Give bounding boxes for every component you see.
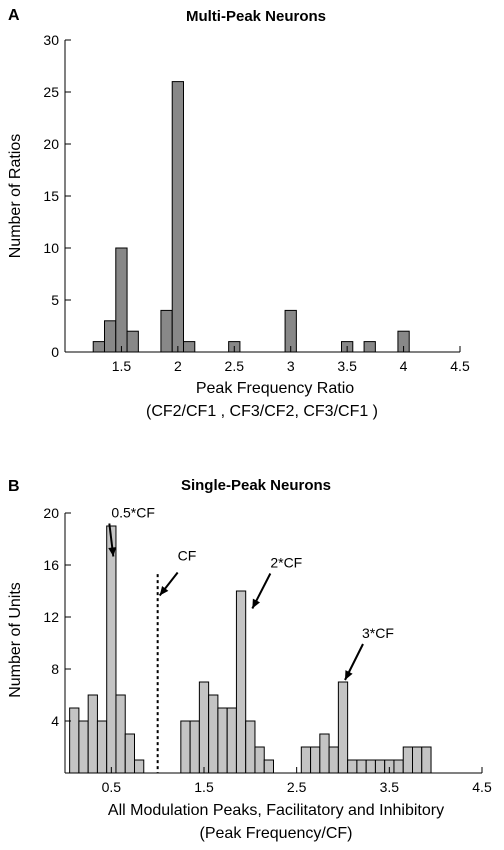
panel-b-bar [310, 746, 321, 774]
panel-b-xtick-label: 4.5 [472, 779, 492, 795]
panel-a-ytick-label: 10 [43, 240, 59, 256]
panel-a-plot: 0 5 10 15 20 25 30 1.5 2 2.5 3 3.5 4 4.5 [43, 32, 470, 374]
panel-b-bar [300, 746, 312, 774]
panel-b-bar [328, 746, 339, 774]
panel-b-annotation-label: 2*CF [270, 555, 302, 571]
panel-b-ytick-label: 4 [51, 713, 59, 729]
panel-a-xtick-label: 3.5 [337, 358, 357, 374]
panel-a-bar [284, 309, 297, 353]
panel-b-letter: B [8, 478, 20, 495]
panel-a-ytick-label: 15 [43, 188, 59, 204]
panel-a-xtick-label: 2 [174, 358, 182, 374]
panel-b-bar [134, 759, 145, 774]
panel-b-bar [356, 759, 367, 774]
panel-a-ytick-label: 20 [43, 136, 59, 152]
panel-b-title: Single-Peak Neurons [181, 477, 331, 494]
panel-b-ylabel: Number of Units [7, 582, 24, 698]
panel-b-annotation-label: 3*CF [362, 625, 394, 641]
panel-b-bar [254, 746, 265, 774]
panel-a-ylabel: Number of Ratios [7, 134, 24, 259]
panel-b-bar [374, 759, 386, 774]
panel-a-letter: A [8, 7, 20, 24]
panel-a-bar [171, 81, 184, 353]
panel-a-bar [104, 320, 117, 353]
panel-b-bar [402, 746, 414, 774]
panel-a-xtick-label: 3 [287, 358, 295, 374]
panel-a-xlabel2: (CF2/CF1 , CF3/CF2, CF3/CF1 ) [146, 403, 378, 420]
panel-a-xlabel: Peak Frequency Ratio [196, 380, 354, 397]
panel-b-bar [87, 694, 98, 774]
panel-b-bar [106, 525, 117, 774]
panel-a-bar [183, 341, 196, 353]
panel-b-bar [198, 681, 210, 774]
panel-b-xtick-label: 0.5 [102, 779, 122, 795]
panel-b-xlabel2: (Peak Frequency/CF) [200, 825, 353, 842]
panel-a-ytick-label: 25 [43, 84, 59, 100]
panel-a-title: Multi-Peak Neurons [186, 8, 326, 25]
panel-a-ytick-label: 5 [51, 292, 59, 308]
panel-b-bar [115, 694, 126, 774]
panel-b-annotation-arrowhead [345, 670, 353, 680]
panel-b-annotation-arrowhead [252, 598, 261, 609]
panel-b-bar [245, 720, 256, 774]
panel-b-bar [347, 759, 358, 774]
panel-a-bar [115, 247, 128, 353]
panel-a-bar [92, 341, 106, 353]
panel-a-bar [126, 330, 139, 353]
panel-b-bar [263, 759, 275, 774]
panel-a-xtick-label: 2.5 [225, 358, 245, 374]
panel-b-annotation-label: CF [178, 548, 197, 564]
panel-b-xtick-label: 2.5 [287, 779, 307, 795]
panel-b-bar [96, 720, 108, 774]
panel-b-bar [189, 720, 200, 774]
panel-b-bar [226, 707, 237, 774]
panel-b-bar [421, 746, 432, 774]
panel-b-bar [208, 694, 219, 774]
panel-b-annotation-label: 0.5*CF [111, 505, 155, 521]
panel-b-ytick-label: 20 [43, 505, 59, 521]
panel-b-bar [78, 720, 89, 774]
panel-b-plot: 4 8 12 16 20 0.5 1.5 2.5 3.5 4.5 0.5*CF CF 2*CF 3*CF [43, 505, 492, 796]
panel-b-annotation-arrowhead [108, 547, 117, 557]
panel-b-bar [69, 707, 80, 774]
panel-b-bar [180, 720, 191, 774]
panel-b-annotation-arrowhead [159, 585, 169, 596]
panel-b-bar [412, 746, 423, 774]
panel-b-bar [319, 733, 330, 774]
panel-b-xtick-label: 3.5 [380, 779, 400, 795]
panel-b-ytick-label: 16 [43, 557, 59, 573]
panel-b-xlabel: All Modulation Peaks, Facilitatory and I… [108, 802, 444, 819]
panel-b-bar [217, 707, 228, 774]
panel-b-bar [365, 759, 376, 774]
panel-b-bar [393, 759, 404, 774]
panel-a-bar [363, 341, 376, 353]
panel-a-ytick-label: 30 [43, 32, 59, 48]
panel-b-bar [124, 733, 135, 774]
panel-b-ytick-label: 8 [51, 661, 59, 677]
panel-a-bar [160, 309, 173, 353]
panel-b-xtick-label: 1.5 [194, 779, 214, 795]
panel-a-xtick-label: 4.5 [450, 358, 470, 374]
panel-b-bar [235, 590, 247, 774]
panel-a-ytick-label: 0 [51, 344, 59, 360]
panel-b-bar [337, 681, 349, 774]
panel-a-xtick-label: 1.5 [112, 358, 132, 374]
panel-a-xtick-label: 4 [400, 358, 408, 374]
panel-b-ytick-label: 12 [43, 609, 59, 625]
